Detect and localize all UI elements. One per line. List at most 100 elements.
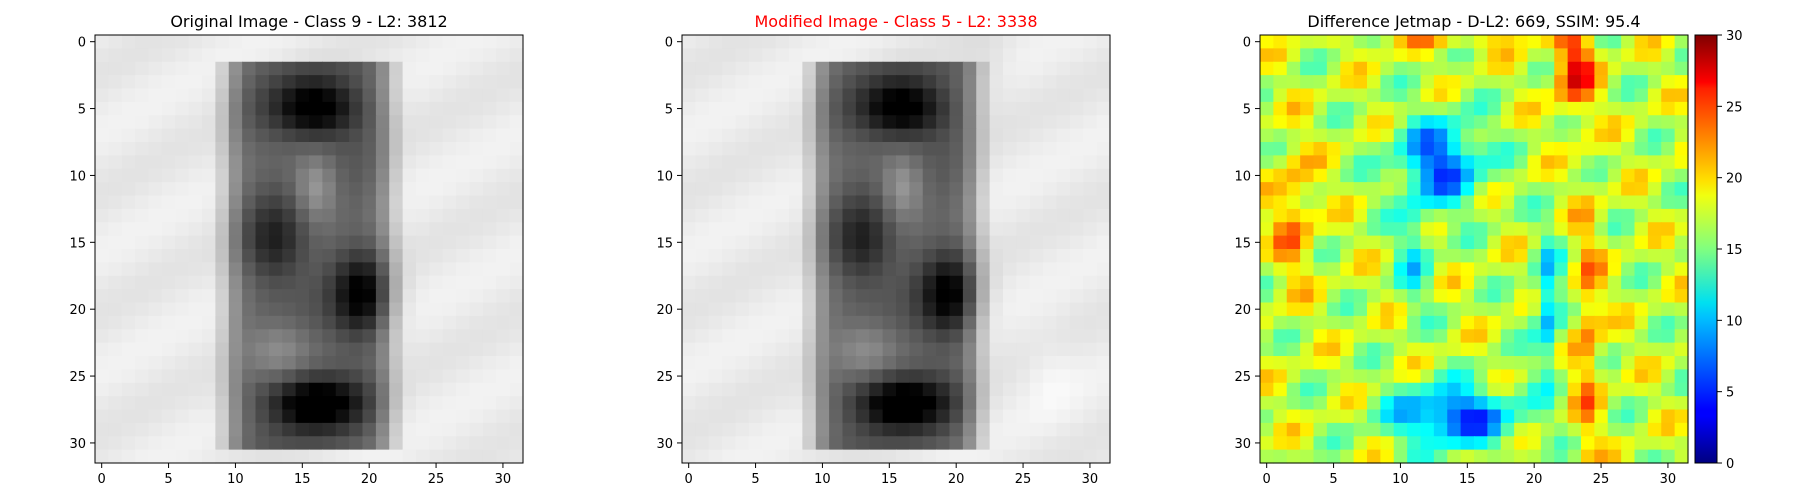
- heatmap-cell: [282, 262, 297, 277]
- heatmap-cell: [1286, 115, 1301, 130]
- heatmap-cell: [95, 436, 109, 451]
- heatmap-cell: [1367, 342, 1381, 357]
- heatmap-cell: [1326, 75, 1341, 90]
- heatmap-cell: [228, 222, 243, 237]
- heatmap-cell: [202, 182, 216, 197]
- heatmap-cell: [1420, 61, 1435, 76]
- heatmap-cell: [509, 88, 524, 103]
- heatmap-cell: [1594, 356, 1609, 370]
- heatmap-cell: [1380, 182, 1395, 197]
- heatmap-cell: [962, 195, 977, 210]
- heatmap-cell: [121, 409, 136, 424]
- heatmap-cell: [1433, 222, 1448, 237]
- heatmap-cell: [1527, 182, 1542, 197]
- heatmap-cell: [362, 155, 377, 170]
- heatmap-cell: [775, 369, 790, 384]
- heatmap-cell: [389, 115, 404, 130]
- heatmap-cell: [775, 168, 790, 183]
- heatmap-cell: [1447, 409, 1462, 424]
- heatmap-cell: [762, 409, 777, 424]
- heatmap-cell: [949, 88, 964, 103]
- heatmap-cell: [1607, 422, 1622, 437]
- heatmap-cell: [1069, 275, 1084, 290]
- heatmap-cell: [349, 382, 364, 397]
- heatmap-cell: [815, 409, 830, 424]
- heatmap-cell: [909, 422, 924, 437]
- y-tick-label: 10: [656, 169, 673, 184]
- heatmap-cell: [1447, 208, 1462, 223]
- heatmap-cell: [976, 195, 991, 210]
- heatmap-cell: [1326, 235, 1341, 250]
- heatmap-cell: [789, 208, 803, 223]
- heatmap-cell: [962, 302, 977, 317]
- heatmap-cell: [509, 235, 524, 250]
- heatmap-cell: [775, 101, 790, 116]
- heatmap-cell: [989, 262, 1004, 277]
- heatmap-cell: [1554, 422, 1569, 437]
- heatmap-cell: [748, 155, 763, 170]
- heatmap-cell: [789, 449, 803, 464]
- heatmap-cell: [1474, 195, 1488, 210]
- heatmap-cell: [402, 35, 417, 49]
- heatmap-cell: [135, 61, 150, 76]
- heatmap-cell: [389, 396, 404, 411]
- heatmap-cell: [1540, 409, 1555, 424]
- heatmap-cell: [695, 35, 710, 49]
- heatmap-cell: [309, 115, 323, 130]
- heatmap-cell: [1607, 342, 1622, 357]
- heatmap-cell: [375, 449, 390, 464]
- heatmap-cell: [148, 155, 163, 170]
- heatmap-cell: [1567, 382, 1582, 397]
- heatmap-cell: [1286, 182, 1301, 197]
- heatmap-cell: [242, 422, 257, 437]
- heatmap-cell: [1300, 329, 1315, 344]
- heatmap-cell: [1621, 249, 1636, 263]
- heatmap-cell: [815, 329, 830, 344]
- heatmap-cell: [1056, 302, 1071, 317]
- heatmap-cell: [295, 195, 310, 210]
- heatmap-cell: [1326, 262, 1341, 277]
- heatmap-cell: [1567, 142, 1582, 156]
- heatmap-cell: [762, 262, 777, 277]
- heatmap-cell: [1460, 115, 1475, 130]
- heatmap-cell: [1056, 249, 1071, 263]
- heatmap-cell: [309, 208, 323, 223]
- heatmap-cell: [1661, 195, 1676, 210]
- heatmap-cell: [695, 302, 710, 317]
- y-tick-label: 5: [78, 103, 86, 118]
- heatmap-cell: [1433, 436, 1448, 451]
- heatmap-cell: [842, 249, 857, 263]
- heatmap-cell: [976, 275, 991, 290]
- heatmap-cell: [682, 208, 696, 223]
- heatmap-cell: [1433, 249, 1448, 263]
- heatmap-cell: [1300, 315, 1315, 330]
- heatmap-cell: [268, 342, 283, 357]
- heatmap-cell: [496, 382, 511, 397]
- heatmap-cell: [268, 422, 283, 437]
- heatmap-cell: [402, 436, 417, 451]
- heatmap-cell: [482, 262, 497, 277]
- heatmap-cell: [815, 142, 830, 156]
- heatmap-cell: [1286, 155, 1301, 170]
- heatmap-cell: [976, 235, 991, 250]
- heatmap-cell: [1634, 222, 1649, 237]
- heatmap-cell: [121, 195, 136, 210]
- heatmap-cell: [215, 35, 230, 49]
- heatmap-cell: [1340, 235, 1355, 250]
- heatmap-cell: [202, 249, 216, 263]
- heatmap-cell: [1260, 422, 1274, 437]
- heatmap-cell: [496, 356, 511, 370]
- heatmap-cell: [1527, 249, 1542, 263]
- heatmap-cell: [1514, 182, 1529, 197]
- y-tick-label: 5: [1243, 103, 1251, 118]
- heatmap-cell: [429, 75, 444, 90]
- heatmap-cell: [121, 275, 136, 290]
- heatmap-cell: [242, 369, 257, 384]
- heatmap-cell: [829, 342, 844, 357]
- heatmap-cell: [789, 195, 803, 210]
- heatmap-cell: [708, 182, 723, 197]
- heatmap-cell: [1043, 208, 1058, 223]
- heatmap-cell: [869, 195, 884, 210]
- heatmap-cell: [1500, 142, 1515, 156]
- heatmap-cell: [842, 302, 857, 317]
